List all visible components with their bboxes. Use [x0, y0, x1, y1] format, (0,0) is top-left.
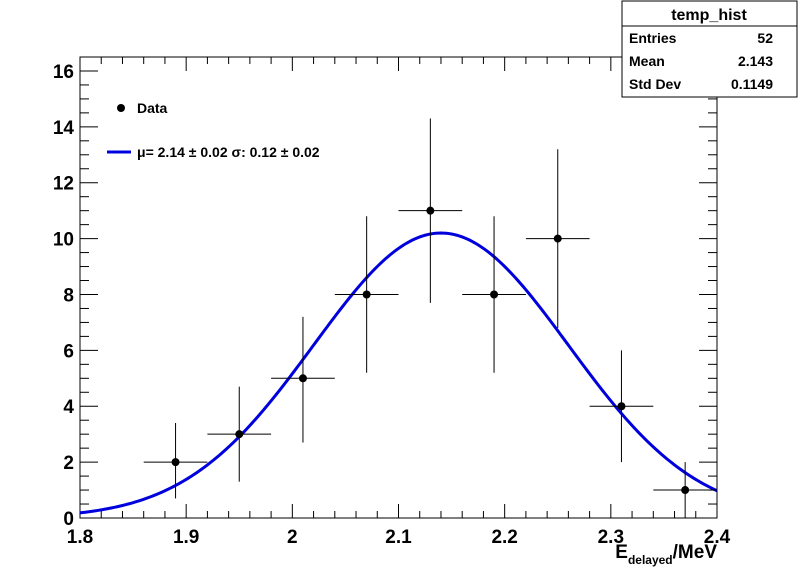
y-tick-label: 6 [63, 341, 74, 362]
data-point [334, 216, 399, 373]
y-tick-label: 0 [63, 509, 74, 530]
y-tick-label: 12 [53, 174, 74, 195]
data-marker [298, 374, 307, 383]
data-marker [553, 234, 562, 243]
fit-layer [79, 231, 718, 515]
x-tick-label: 1.8 [67, 527, 93, 548]
data-point [398, 118, 463, 303]
stats-entries-name: Entries [629, 30, 677, 46]
y-tick-label: 14 [53, 118, 75, 139]
data-points-layer [143, 118, 717, 518]
y-tick-label: 8 [63, 285, 74, 306]
data-marker [235, 430, 244, 439]
data-point [143, 423, 208, 499]
stats-title: temp_hist [671, 7, 747, 24]
y-tick-label: 16 [53, 62, 74, 83]
x-tick-label: 2 [287, 527, 298, 548]
x-tick-label: 2.1 [385, 527, 412, 548]
fit-curve [79, 231, 718, 515]
x-tick-label: 2.3 [598, 527, 624, 548]
stats-box: temp_hist Entries 52 Mean 2.143 Std Dev … [621, 0, 798, 98]
data-point [589, 350, 654, 463]
legend-fit-label: μ= 2.14 ± 0.02 σ: 0.12 ± 0.02 [137, 144, 320, 160]
data-marker [362, 290, 371, 299]
legend-data-label: Data [137, 100, 168, 116]
stats-box-frame [621, 0, 798, 98]
y-tick-label: 10 [53, 230, 74, 251]
stats-stddev-name: Std Dev [629, 76, 681, 92]
data-point [653, 462, 717, 518]
x-tick-label: 2.4 [704, 527, 731, 548]
y-axis-ticks: 0 2 4 6 8 10 12 14 16 [53, 56, 717, 530]
x-tick-label: 2.2 [491, 527, 517, 548]
legend: Data μ= 2.14 ± 0.02 σ: 0.12 ± 0.02 [107, 100, 320, 160]
stats-entries-value: 52 [757, 30, 773, 46]
y-tick-label: 4 [63, 397, 74, 418]
data-point [462, 216, 526, 373]
x-tick-label: 1.9 [173, 527, 199, 548]
data-marker [681, 486, 690, 495]
data-point [271, 316, 335, 443]
y-tick-label: 2 [63, 453, 74, 474]
legend-data-marker [117, 104, 125, 112]
data-point [207, 386, 272, 482]
data-marker [171, 458, 180, 467]
stats-stddev-value: 0.1149 [731, 76, 773, 92]
data-marker [426, 206, 435, 215]
data-point [525, 149, 590, 329]
stats-mean-name: Mean [629, 53, 665, 69]
stats-mean-value: 2.143 [738, 53, 773, 69]
x-axis-label: Edelayed/MeV [615, 542, 717, 567]
data-marker [617, 402, 626, 411]
data-marker [490, 290, 499, 299]
